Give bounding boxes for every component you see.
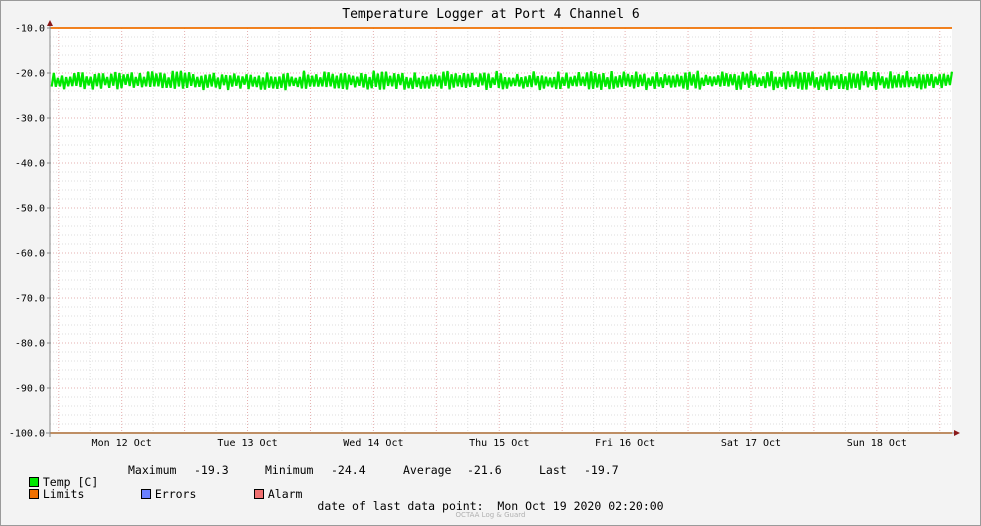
y-tick-label: -70.0 bbox=[15, 294, 45, 305]
x-axis-ticks: Mon 12 Oct Tue 13 Oct Wed 14 Oct Thu 15 Oct… bbox=[92, 438, 907, 449]
y-axis-ticks: -10.0 -20.0 -30.0 -40.0 -50.0 -60.0 -70.0 -80.0… bbox=[9, 24, 45, 440]
x-tick-label: Mon 12 Oct bbox=[92, 438, 152, 449]
legend-errors-swatch bbox=[140, 489, 151, 499]
x-tick-label: Sat 17 Oct bbox=[721, 438, 781, 449]
stat-last-label: Last bbox=[539, 463, 567, 477]
legend-alarm-swatch bbox=[253, 489, 264, 499]
y-tick-label: -80.0 bbox=[15, 339, 45, 350]
chart-title: Temperature Logger at Port 4 Channel 6 bbox=[342, 7, 639, 22]
stat-min-value: -24.4 bbox=[331, 463, 366, 477]
last-data-point-text: date of last data point: Mon Oct 19 2020… bbox=[317, 499, 664, 513]
y-tick-label: -90.0 bbox=[15, 384, 45, 395]
y-tick-label: -50.0 bbox=[15, 204, 45, 215]
legend-errors-label: Errors bbox=[154, 487, 197, 501]
stat-avg-value: -21.6 bbox=[467, 463, 502, 477]
x-tick-label: Sun 18 Oct bbox=[847, 438, 907, 449]
y-tick-label: -10.0 bbox=[15, 24, 45, 35]
x-tick-label: Tue 13 Oct bbox=[217, 438, 277, 449]
legend-limits-swatch bbox=[28, 489, 39, 499]
stat-min-label: Minimum bbox=[265, 463, 314, 477]
series-temp-line bbox=[50, 70, 954, 91]
stat-avg-label: Average bbox=[403, 463, 452, 477]
legend-limits-label: Limits bbox=[42, 487, 85, 501]
stat-max-label: Maximum bbox=[128, 463, 177, 477]
y-tick-label: -30.0 bbox=[15, 114, 45, 125]
y-tick-label: -100.0 bbox=[9, 429, 45, 440]
legend-temp: Temp [C] bbox=[15, 463, 98, 489]
x-tick-label: Thu 15 Oct bbox=[469, 438, 529, 449]
x-tick-label: Wed 14 Oct bbox=[343, 438, 403, 449]
legend-alarm-label: Alarm bbox=[267, 487, 303, 501]
x-tick-label: Fri 16 Oct bbox=[595, 438, 655, 449]
y-tick-label: -40.0 bbox=[15, 159, 45, 170]
y-tick-label: -20.0 bbox=[15, 69, 45, 80]
y-tick-label: -60.0 bbox=[15, 249, 45, 260]
plot-area bbox=[50, 28, 952, 434]
stat-max-value: -19.3 bbox=[194, 463, 229, 477]
grid bbox=[50, 28, 952, 433]
stat-last-value: -19.7 bbox=[584, 463, 619, 477]
y-axis-arrow bbox=[47, 20, 53, 26]
axes bbox=[46, 20, 960, 437]
legend-temp-swatch bbox=[28, 477, 39, 487]
x-axis-arrow bbox=[954, 430, 960, 436]
legend-limits: Limits bbox=[15, 475, 84, 501]
legend-errors: Errors bbox=[127, 475, 196, 501]
watermark: OCTAA Log & Guard bbox=[455, 511, 526, 519]
legend-temp-label: Temp [C] bbox=[42, 475, 99, 489]
legend-alarm: Alarm bbox=[240, 475, 302, 501]
